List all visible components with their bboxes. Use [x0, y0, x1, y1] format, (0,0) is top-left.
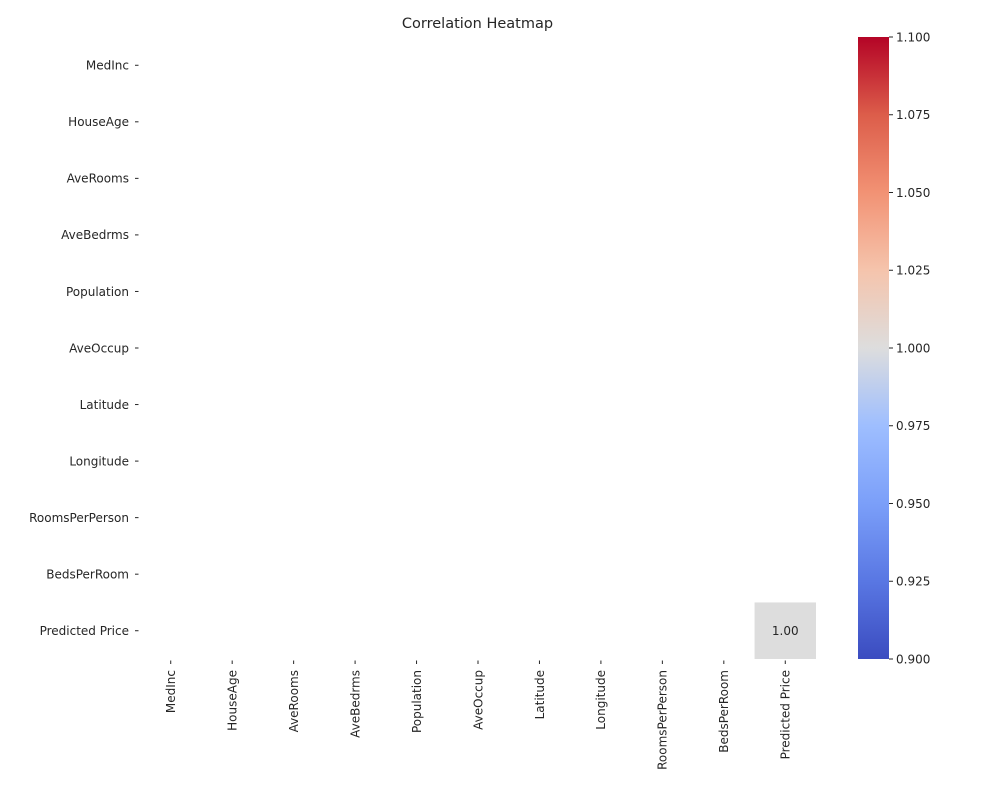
x-tick-label-bedsperroom: BedsPerRoom	[717, 670, 731, 753]
y-tick-label-medinc: MedInc	[86, 59, 129, 73]
colorbar-tick-label: 0.975	[896, 419, 930, 433]
y-tick-label-avebedrms: AveBedrms	[61, 228, 129, 242]
heatmap-cell	[754, 602, 816, 659]
y-tick-label-longitude: Longitude	[69, 454, 129, 468]
x-tick-label-latitude: Latitude	[533, 670, 547, 719]
y-tick-label-population: Population	[66, 285, 129, 299]
colorbar-tick-label: 0.950	[896, 497, 930, 511]
colorbar-tick-label: 1.000	[896, 341, 930, 355]
x-tick-label-averooms: AveRooms	[287, 670, 301, 732]
y-tick-label-latitude: Latitude	[80, 398, 129, 412]
y-tick-label-houseage: HouseAge	[68, 115, 129, 129]
y-tick-label-roomsperperson: RoomsPerPerson	[29, 511, 129, 525]
y-tick-label-predicted-price: Predicted Price	[40, 624, 129, 638]
x-tick-label-aveoccup: AveOccup	[471, 670, 485, 730]
colorbar-tick-label: 1.050	[896, 186, 930, 200]
y-axis: MedInc HouseAge AveRooms AveBedrms Populatio…	[29, 59, 139, 638]
colorbar-tick-label: 0.925	[896, 575, 930, 589]
colorbar-tick-label: 0.900	[896, 652, 930, 666]
x-tick-label-avebedrms: AveBedrms	[348, 670, 362, 738]
x-tick-label-population: Population	[410, 670, 424, 733]
x-tick-label-longitude: Longitude	[594, 670, 608, 730]
cell-annotation: 1.00	[772, 624, 799, 638]
x-tick-label-predicted-price: Predicted Price	[779, 670, 793, 759]
x-tick-label-medinc: MedInc	[164, 670, 178, 713]
colorbar-gradient	[858, 37, 889, 659]
x-axis: MedInc HouseAge AveRooms AveBedrms Populatio…	[164, 660, 793, 770]
chart-title: Correlation Heatmap	[402, 16, 553, 32]
heatmap-cells: 1.00	[754, 602, 816, 659]
colorbar-tick-label: 1.100	[896, 30, 930, 44]
x-tick-label-houseage: HouseAge	[225, 670, 239, 731]
colorbar-tick-label: 1.075	[896, 108, 930, 122]
x-tick-label-roomsperperson: RoomsPerPerson	[656, 670, 670, 770]
y-tick-label-aveoccup: AveOccup	[69, 341, 129, 355]
colorbar: 0.900 0.925 0.950 0.975 1.000 1.025 1.050 1.075…	[858, 30, 930, 666]
y-tick-label-bedsperroom: BedsPerRoom	[46, 567, 129, 581]
colorbar-tick-label: 1.025	[896, 264, 930, 278]
y-tick-label-averooms: AveRooms	[67, 172, 129, 186]
